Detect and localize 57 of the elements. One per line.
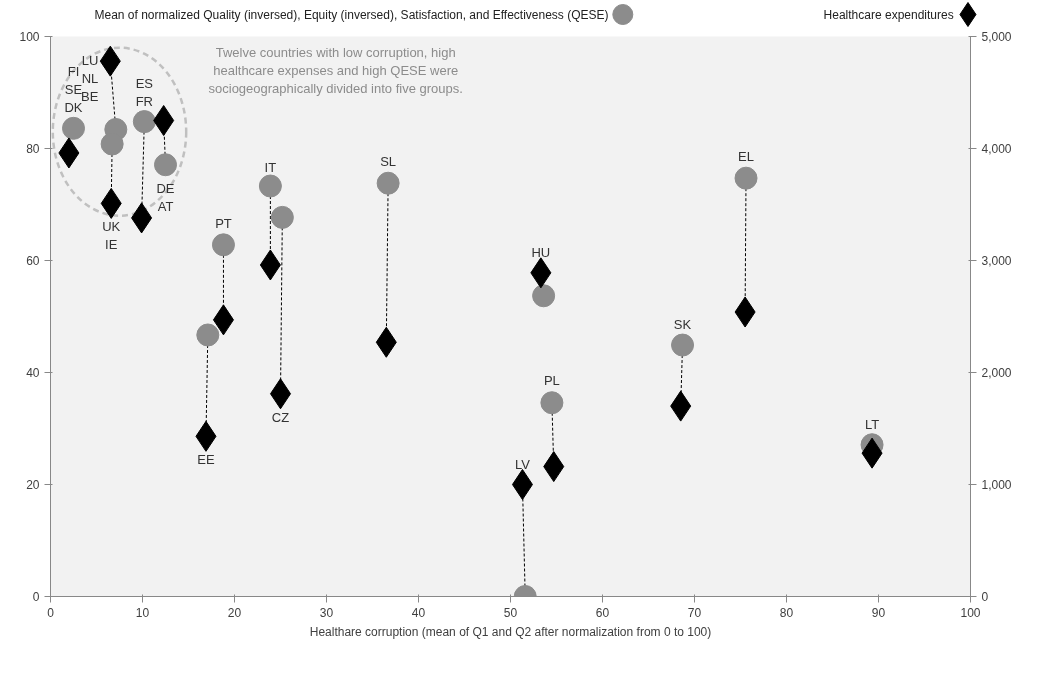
y2-tick-label: 2,000 [981, 366, 1012, 380]
point [153, 105, 175, 136]
point [100, 132, 124, 156]
annotation: SK [673, 316, 692, 332]
point [270, 205, 294, 229]
x-tick-label: 70 [687, 605, 702, 620]
annotation: EL [738, 148, 754, 164]
y-tick-label: 100 [19, 30, 40, 44]
x-tick-label: 30 [319, 605, 334, 620]
y2-tick-label: 4,000 [981, 142, 1012, 156]
annotation: PL [543, 372, 560, 388]
point [734, 166, 758, 190]
point [154, 153, 177, 177]
point [196, 323, 220, 347]
x-tick-label: 80 [779, 605, 794, 620]
y2-tick-label: 3,000 [981, 254, 1012, 268]
x-tick-label: 100 [960, 605, 981, 620]
y-tick-label: 20 [26, 478, 40, 492]
y2-tick-label: 1,000 [981, 478, 1012, 492]
annotation: LV [514, 456, 531, 472]
x-tick-label: 0 [47, 605, 55, 620]
x-tick-label: 10 [135, 605, 150, 620]
point [62, 116, 85, 140]
y-tick-label: 40 [26, 366, 40, 380]
x-tick-label: 90 [871, 605, 886, 620]
annotation: PT [215, 215, 232, 231]
x-tick-label: 20 [227, 605, 242, 620]
annotation: IT [264, 159, 277, 175]
annotation: UK IE [102, 219, 121, 253]
legend-label: Healthcare expenditures [823, 7, 954, 22]
annotation: ES FR [135, 75, 154, 109]
y-tick-label: 60 [26, 254, 40, 268]
point [132, 110, 156, 134]
annotation: CZ [271, 409, 290, 425]
annotation: DE AT [156, 180, 175, 214]
annotation: HU [531, 244, 551, 260]
point [258, 174, 282, 198]
y2-tick-label: 0 [981, 590, 989, 604]
x-tick-label: 50 [503, 605, 518, 620]
x-tick-label: 60 [595, 605, 610, 620]
point [671, 333, 695, 357]
annotation: LT [864, 417, 880, 433]
point [376, 171, 400, 195]
legend-label: Mean of normalized Quality (inversed), Equity (inversed), Satisfaction, and Effectiveness (QESE) [94, 7, 609, 22]
point [511, 469, 533, 500]
y-tick-label: 80 [26, 142, 40, 156]
x-tick-label: 40 [411, 605, 426, 620]
point [540, 391, 564, 415]
point [532, 284, 556, 308]
y-tick-label: 0 [32, 590, 40, 604]
annotation: EE [197, 452, 215, 468]
annotation: FI SE DK [64, 64, 83, 116]
annotation: SL [380, 154, 397, 170]
x-axis-title: Healthare corruption (mean of Q1 and Q2 after normalization from 0 to 100) [309, 624, 712, 639]
point [211, 233, 235, 257]
y2-tick-label: 5,000 [981, 30, 1012, 44]
annotation: Twelve countries with low corruption, high healthcare expenses and high QESE were sociogeographically divided into five groups. [208, 44, 463, 96]
